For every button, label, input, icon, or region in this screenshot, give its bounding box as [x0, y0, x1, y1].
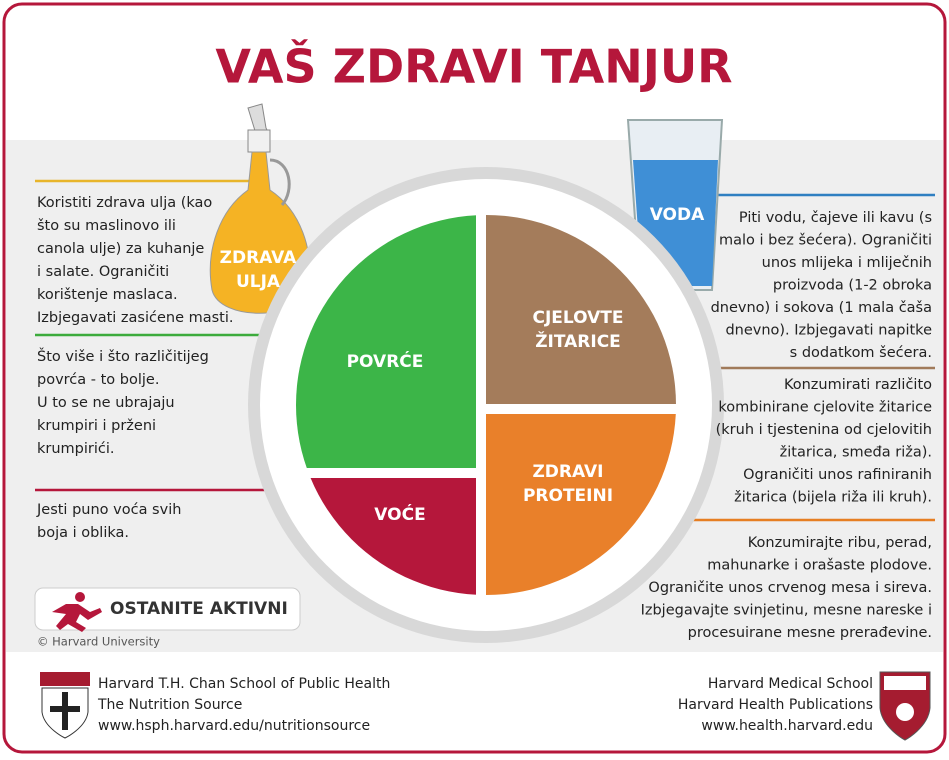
grains-text: Ograničiti unos rafiniranih	[743, 467, 932, 483]
grains-text: žitarica (bijela riža ili kruh).	[734, 490, 932, 506]
footer-right: www.health.harvard.edu	[701, 718, 873, 734]
oil-text: canola ulje) za kuhanje	[37, 241, 204, 257]
protein-text: Izbjegavajte svinjetinu, mesne nareske i	[641, 603, 932, 619]
grains-label: CJELOVTE	[532, 308, 623, 328]
grains-text: (kruh i tjestenina od cjelovitih	[716, 422, 932, 438]
fruit-text: Jesti puno voća svih	[36, 502, 181, 518]
vegetables-text: krumpiri i prženi	[37, 418, 156, 434]
oil-text: i salate. Ograničiti	[37, 264, 169, 280]
vegetables-text: U to se ne ubrajaju	[37, 395, 175, 411]
infographic: VAŠ ZDRAVI TANJUR OSTANITE AKTIVNI © Har…	[0, 0, 949, 756]
fruit-text: boja i oblika.	[37, 525, 129, 541]
grains-label: ŽITARICE	[535, 330, 621, 352]
footer-left: Harvard T.H. Chan School of Public Healt…	[98, 676, 390, 692]
oil-text: Izbjegavati zasićene masti.	[37, 310, 234, 326]
water-text: proizvoda (1-2 obroka	[773, 278, 932, 294]
water-label: VODA	[650, 205, 705, 225]
vegetables-label: POVRĆE	[347, 350, 424, 372]
fruit-label: VOĆE	[374, 503, 425, 525]
vegetables-text: krumpirići.	[37, 441, 115, 457]
vegetables-text: povrća - to bolje.	[37, 372, 159, 388]
oil-label: ULJA	[236, 272, 281, 292]
oil-label: ZDRAVA	[220, 248, 298, 268]
oil-text: Koristiti zdrava ulja (kao	[37, 195, 212, 211]
oil-text: što su maslinovo ili	[37, 218, 176, 234]
water-text: Piti vodu, čajeve ili kavu (s	[739, 210, 932, 226]
footer-left: www.hsph.harvard.edu/nutritionsource	[98, 718, 370, 734]
grains-text: žitarica, smeđa riža).	[780, 445, 932, 461]
active-text: OSTANITE AKTIVNI	[110, 599, 288, 619]
water-text: malo i bez šećera). Ograničiti	[719, 233, 932, 249]
water-text: dnevno) i sokova (1 mala čaša	[711, 300, 932, 316]
oil-text: korištenje maslaca.	[37, 287, 178, 303]
grains-text: Konzumirati različito	[784, 377, 932, 393]
water-text: dnevno). Izbjegavati napitke	[725, 323, 932, 339]
protein-text: mahunarke i orašaste plodove.	[707, 558, 932, 574]
footer-right: Harvard Medical School	[708, 676, 873, 692]
protein-label: PROTEINI	[523, 486, 613, 506]
vegetables-text: Što više i što različitijeg	[37, 347, 209, 365]
protein-text: Ograničite unos crvenog mesa i sireva.	[648, 580, 932, 596]
water-text: s dodatkom šećera.	[790, 345, 932, 361]
protein-label: ZDRAVI	[532, 462, 603, 482]
footer-right: Harvard Health Publications	[678, 697, 873, 713]
footer-left: The Nutrition Source	[97, 697, 242, 713]
protein-text: Konzumirajte ribu, perad,	[748, 535, 932, 551]
copyright: © Harvard University	[37, 635, 160, 649]
protein-text: procesuirane mesne prerađevine.	[688, 625, 932, 641]
grains-text: kombinirane cjelovite žitarice	[718, 400, 932, 416]
title: VAŠ ZDRAVI TANJUR	[215, 40, 732, 94]
water-text: unos mlijeka i mliječnih	[762, 255, 932, 271]
